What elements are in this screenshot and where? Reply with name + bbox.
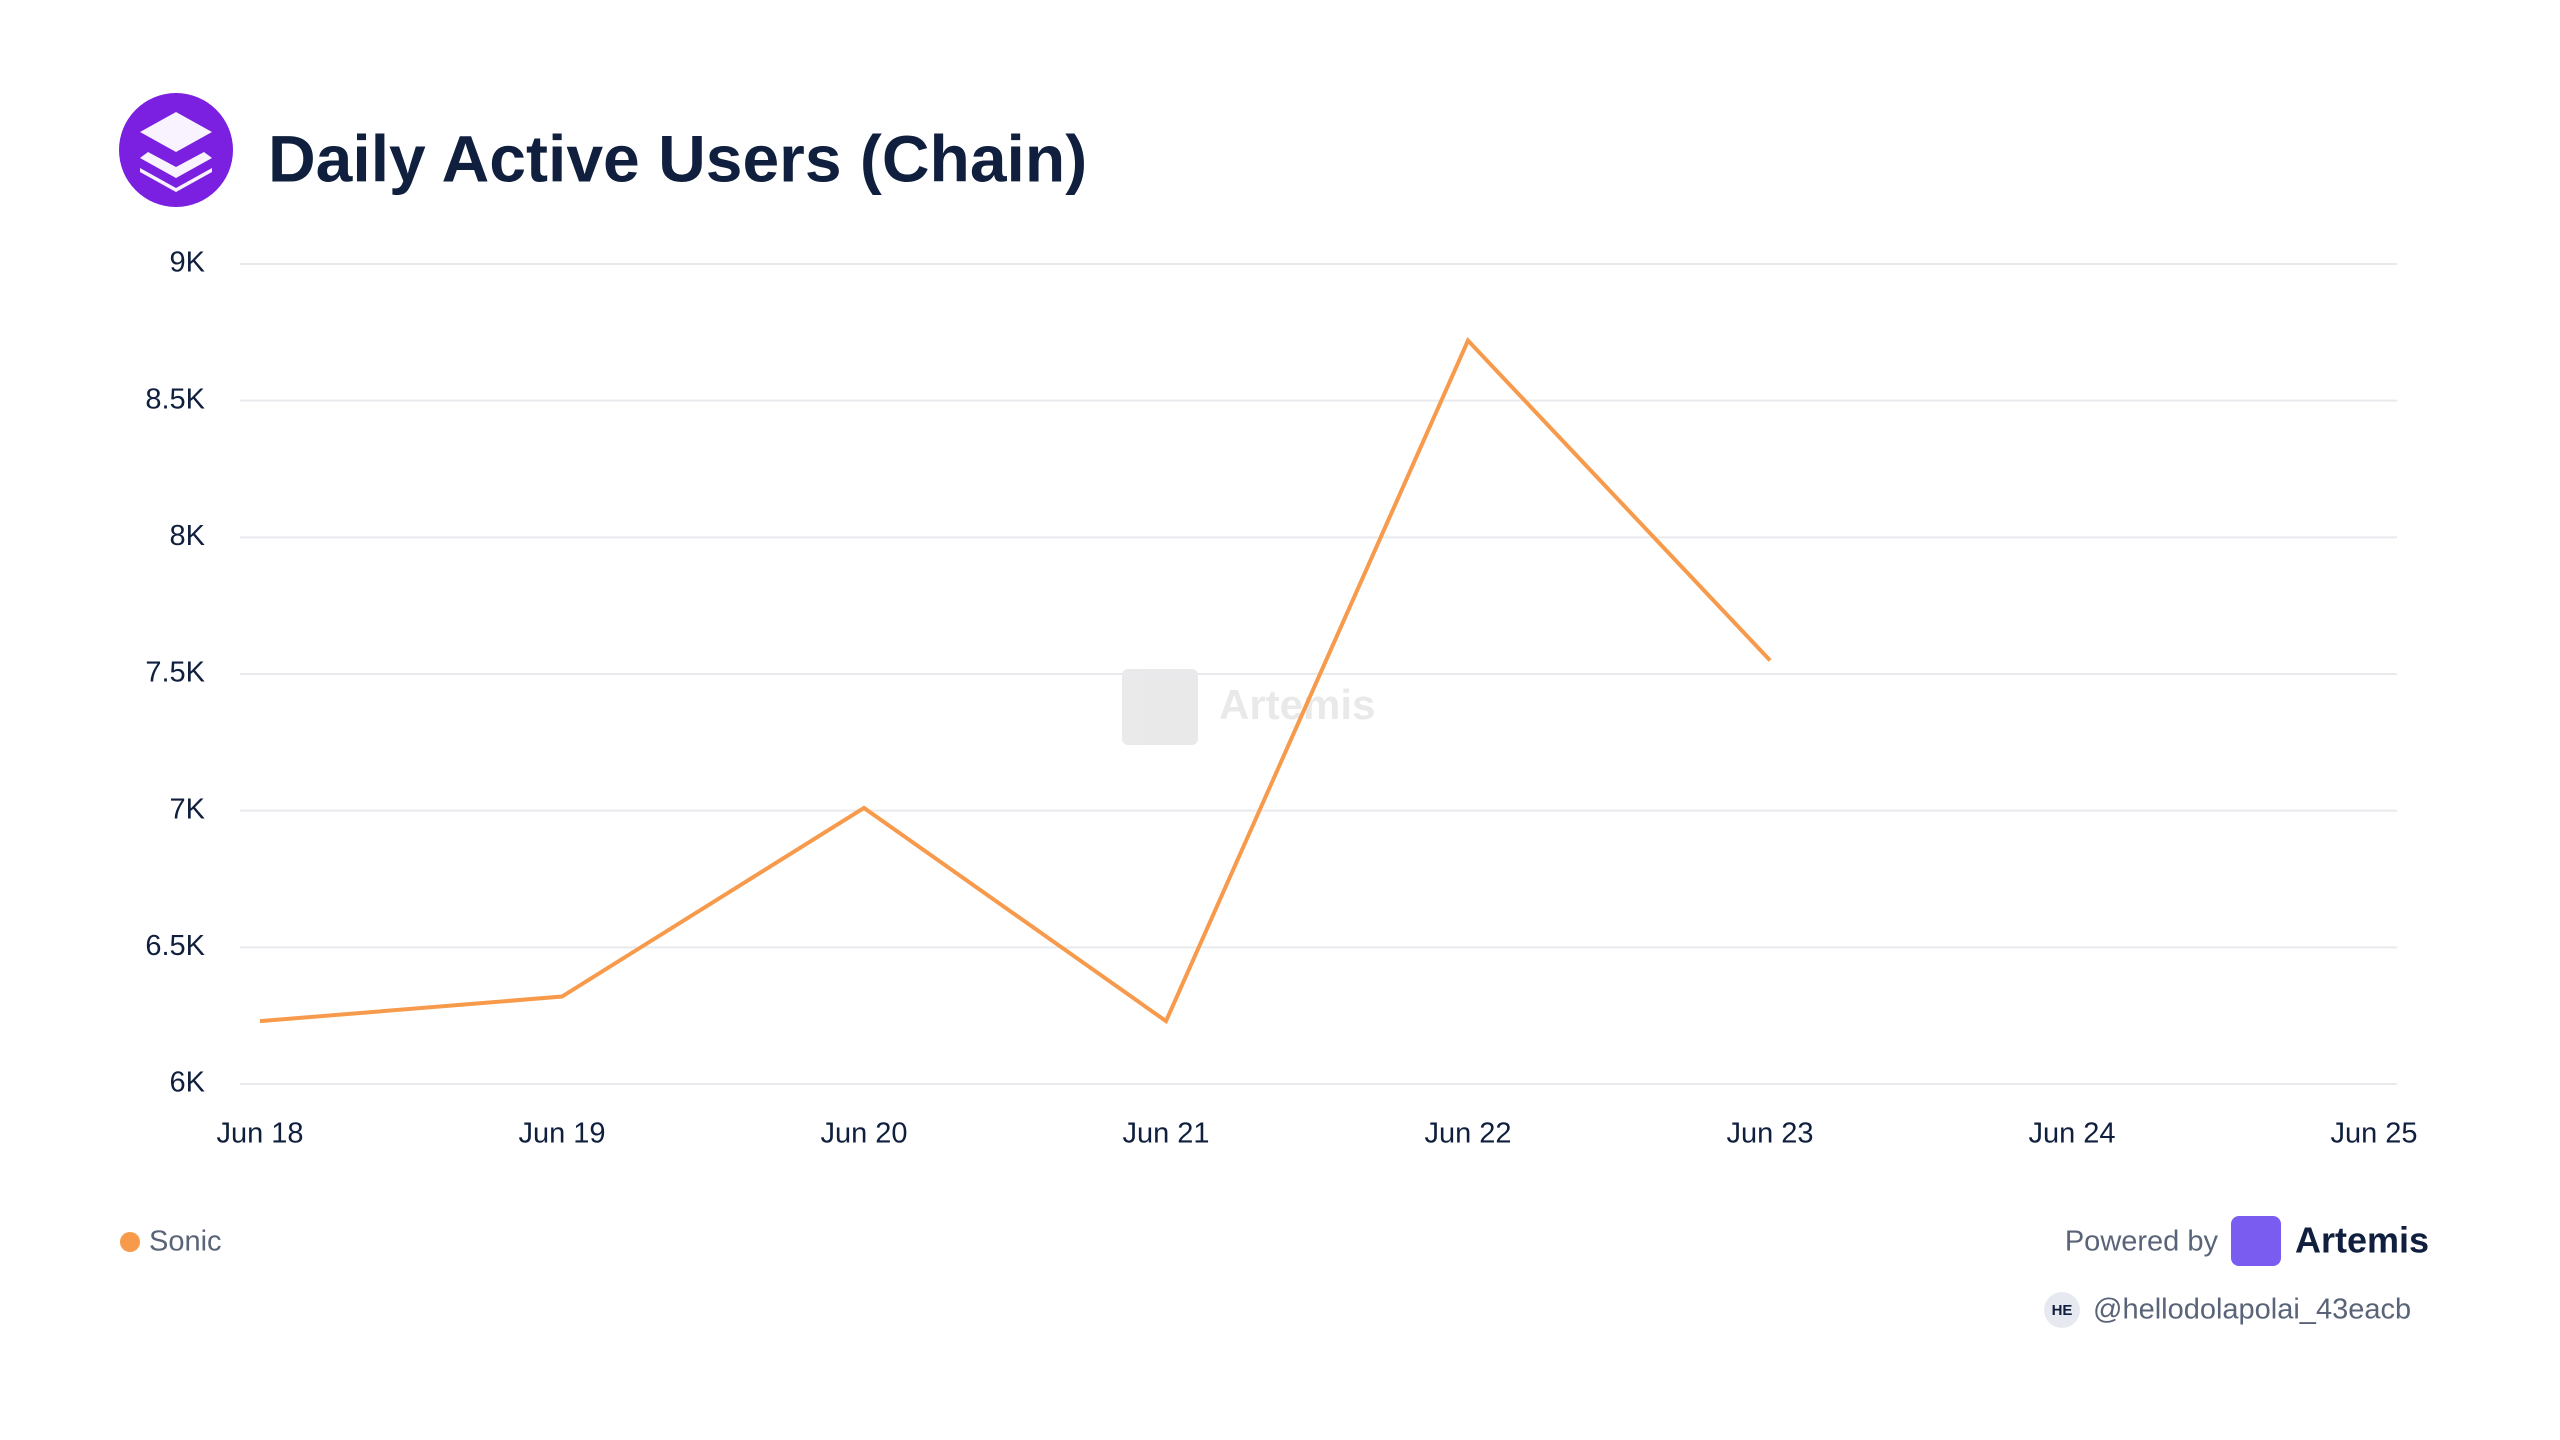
- y-tick-label: 6.5K: [145, 930, 205, 962]
- user-avatar: [2044, 1292, 2080, 1328]
- powered-by: Powered by: [2065, 1226, 2219, 1258]
- x-tick-label: Jun 21: [1122, 1118, 1209, 1150]
- x-tick-label: Jun 18: [216, 1118, 303, 1150]
- x-tick-label: Jun 24: [2028, 1118, 2115, 1150]
- user-badge: HE: [2052, 1302, 2073, 1319]
- line-series: [259, 336, 1772, 1025]
- user-handle: @hellodolapolai_43eacb: [2093, 1294, 2411, 1326]
- y-tick-label: 7K: [170, 793, 206, 825]
- x-tick-label: Jun 20: [820, 1118, 907, 1150]
- brand-name: Artemis: [2295, 1220, 2429, 1261]
- y-tick-label: 6K: [170, 1067, 206, 1099]
- legend-marker: [120, 1232, 140, 1252]
- chart-title: Daily Active Users (Chain): [268, 121, 1087, 195]
- watermark-text: Artemis: [1219, 681, 1375, 728]
- x-tick-label: Jun 22: [1424, 1118, 1511, 1150]
- watermark: Artemis: [1122, 669, 1375, 745]
- x-tick-label: Jun 19: [518, 1118, 605, 1150]
- x-tick-label: Jun 23: [1726, 1118, 1813, 1150]
- legend-label[interactable]: Sonic: [149, 1226, 222, 1258]
- y-tick-label: 9K: [170, 247, 206, 279]
- y-tick-label: 7.5K: [145, 657, 205, 689]
- chain-logo: [119, 93, 233, 207]
- x-tick-label: Jun 25: [2330, 1118, 2417, 1150]
- y-tick-label: 8K: [170, 520, 206, 552]
- brand-logo: [2231, 1216, 2281, 1266]
- y-tick-label: 8.5K: [145, 383, 205, 415]
